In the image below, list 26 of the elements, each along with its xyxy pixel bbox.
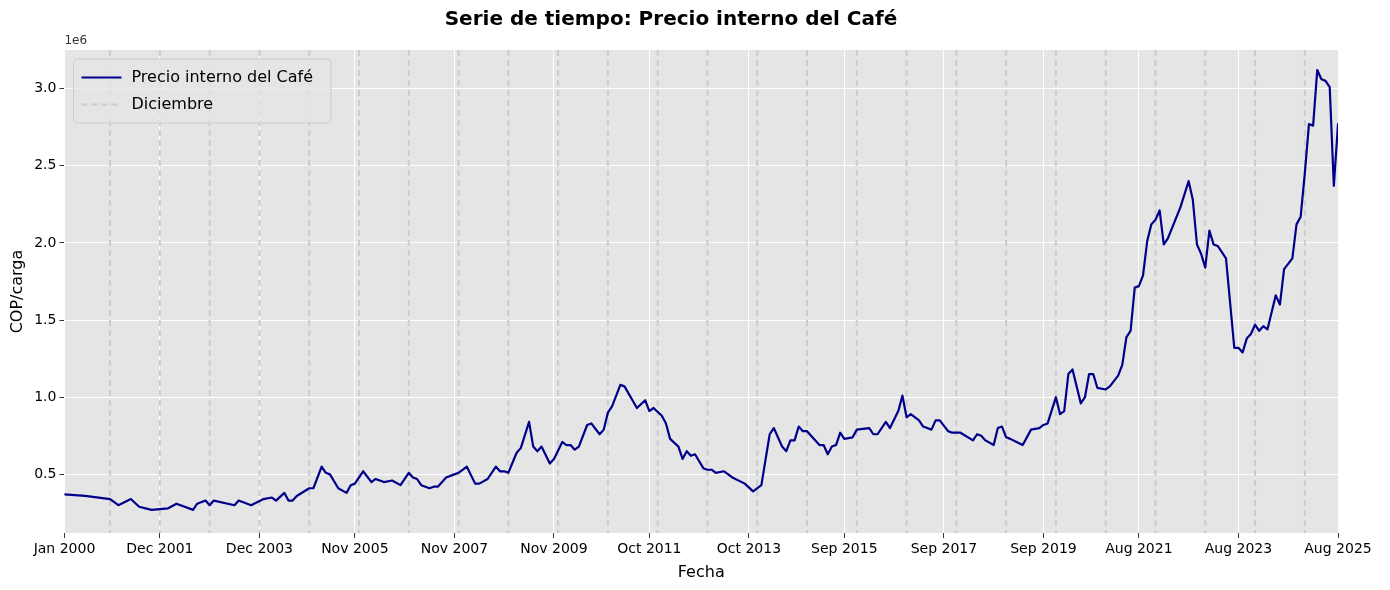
x-tick-label: Nov 2007: [420, 540, 489, 557]
text: 1e6: [64, 33, 88, 48]
x-tick-label: Sep 2019: [1010, 540, 1077, 557]
x-tick-label: Sep 2017: [910, 540, 978, 557]
x-tick-label: Aug 2023: [1204, 540, 1273, 557]
ref-line-label: Diciembre: [131, 93, 214, 113]
y-tick-label: 2.0: [34, 233, 57, 250]
x-tick-label: Aug 2025: [1304, 540, 1372, 557]
x-tick-label: Oct 2011: [617, 540, 682, 557]
chart-title: Serie de tiempo: Precio interno del Café: [444, 6, 898, 31]
x-tick-label: Jan 2000: [32, 540, 96, 557]
y-tick-label: 0.5: [34, 465, 57, 481]
y-tick-label: 2.5: [34, 156, 57, 173]
x-tick-label: Aug 2021: [1105, 540, 1173, 557]
x-tick-label: Dec 2001: [126, 540, 194, 557]
y-axis-title: COP/carga: [6, 249, 26, 334]
y-tick-label: 1.5: [34, 310, 57, 327]
x-axis-title: Fecha: [677, 561, 725, 581]
x-tick-label: Nov 2005: [321, 540, 389, 557]
y-tick-label: 3.0: [34, 79, 57, 96]
y-tick-label: 1.0: [34, 387, 57, 404]
x-tick-label: Nov 2009: [520, 540, 588, 557]
x-tick-label: Sep 2015: [811, 540, 878, 557]
x-tick-label: Dec 2003: [225, 540, 294, 557]
legend-label: Precio interno del Café: [131, 66, 314, 86]
x-tick-label: Oct 2013: [716, 540, 782, 557]
